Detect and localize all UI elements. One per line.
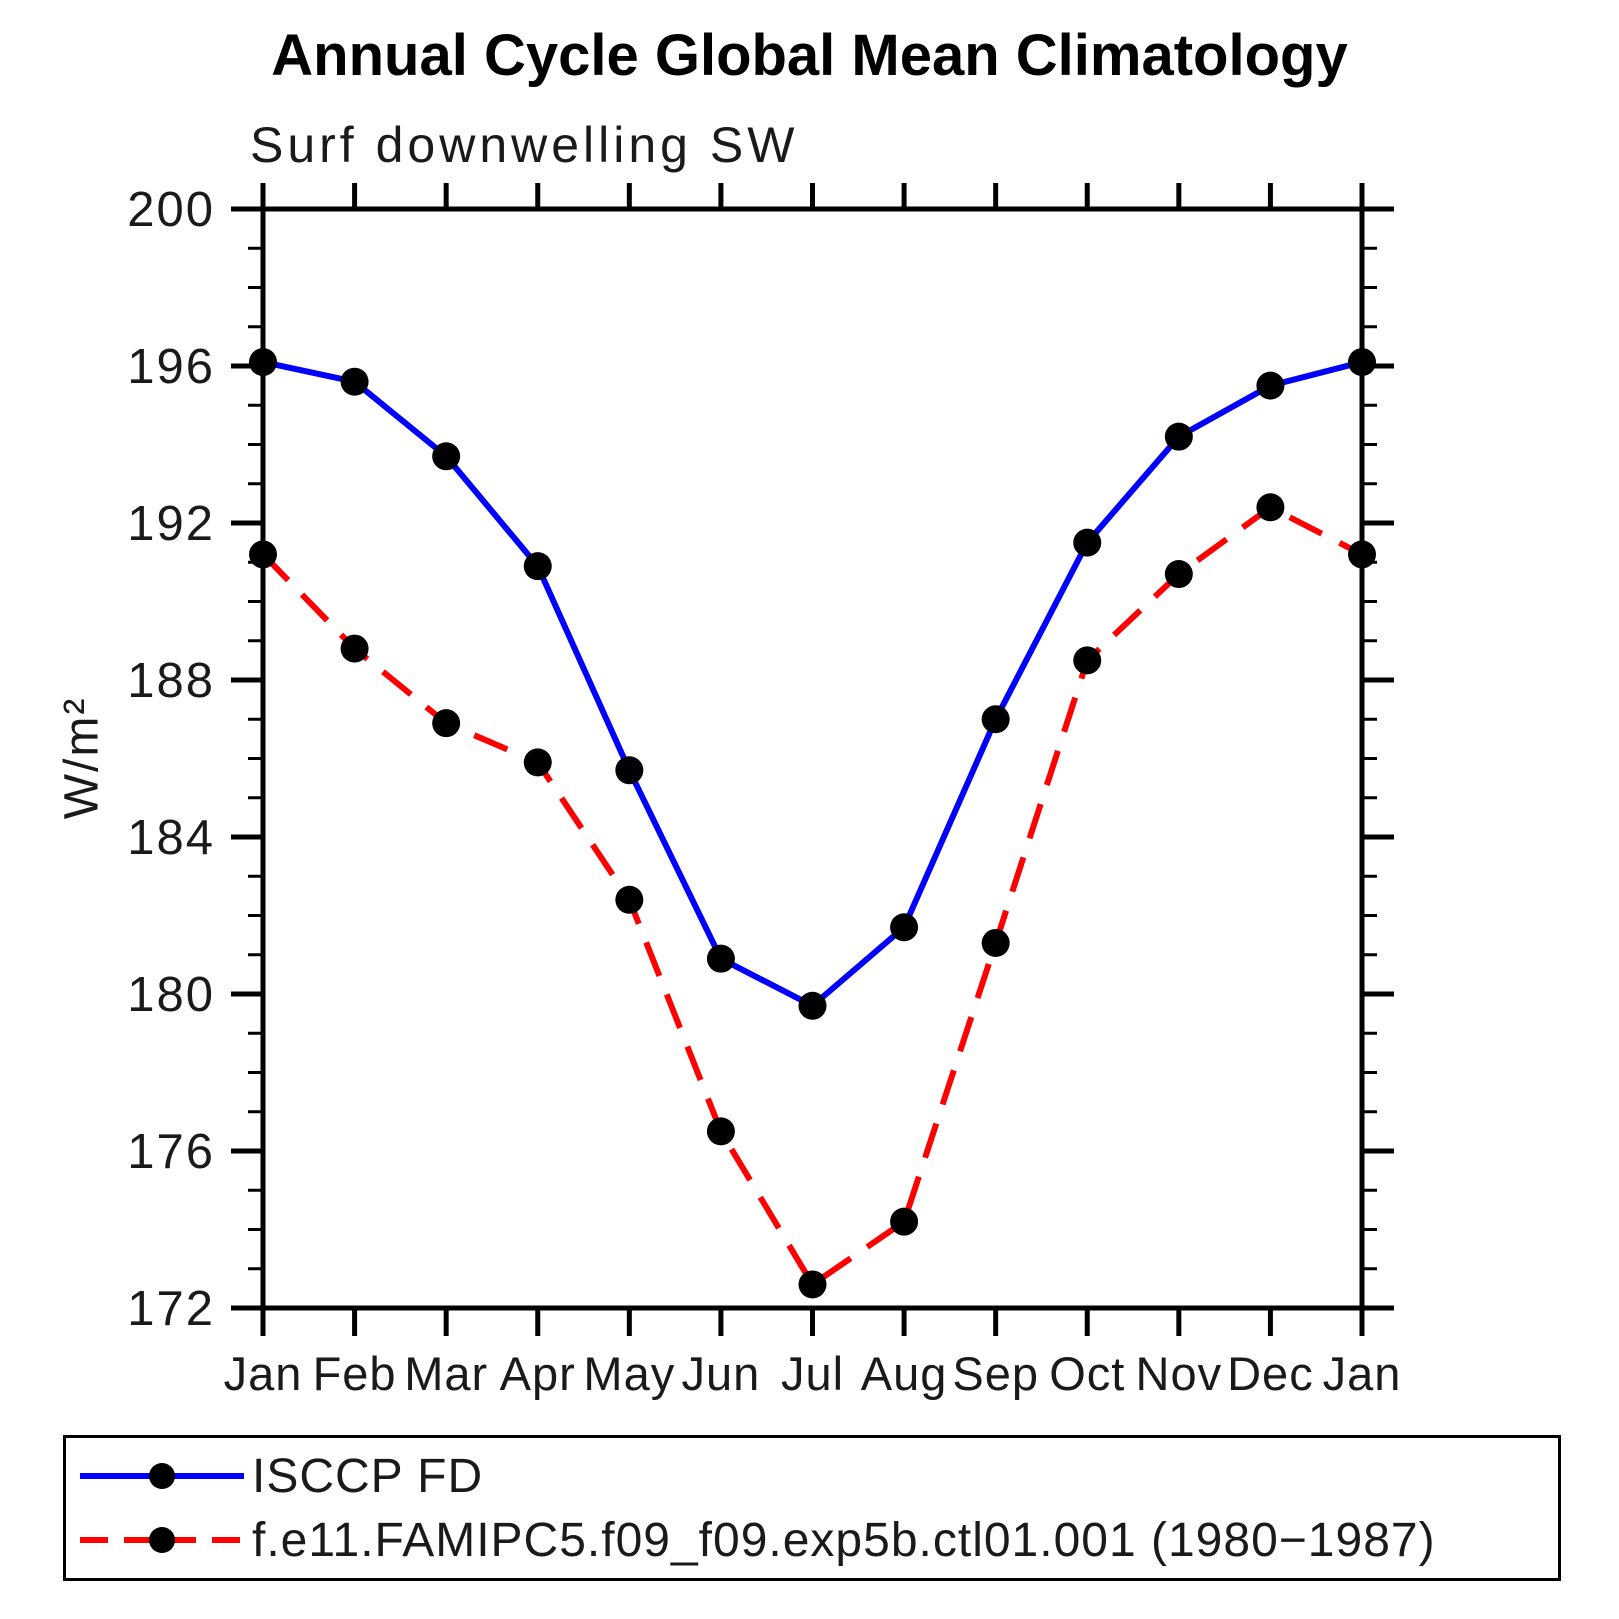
data-point: [523, 748, 552, 777]
x-tick-label: Apr: [500, 1347, 576, 1400]
y-tick-label: 184: [127, 811, 215, 865]
y-tick-label: 172: [127, 1282, 215, 1336]
data-point: [1256, 493, 1285, 522]
data-point: [523, 552, 552, 581]
series-line-1: [260, 504, 1364, 1288]
data-point: [432, 442, 461, 471]
data-point: [249, 540, 277, 569]
x-tick-label: Aug: [861, 1347, 948, 1400]
data-point: [890, 1207, 919, 1236]
x-tick-label: May: [583, 1347, 675, 1400]
data-point: [432, 709, 461, 738]
data-point: [1256, 371, 1285, 400]
x-tick-label: Dec: [1227, 1347, 1314, 1400]
legend-label-model: f.e11.FAMIPC5.f09_f09.exp5b.ctl01.001 (1…: [252, 1513, 1436, 1567]
plot-frame: [260, 206, 1365, 1311]
data-point: [615, 756, 644, 785]
data-point: [798, 1270, 827, 1299]
data-point: [1348, 348, 1376, 377]
series-line-0: [262, 359, 1363, 1009]
y-tick-label: 188: [127, 654, 215, 708]
data-point: [340, 367, 369, 396]
y-tick-label: 180: [127, 968, 215, 1022]
data-point: [981, 705, 1010, 734]
data-point: [798, 991, 827, 1020]
x-tick-label: Jan: [1323, 1347, 1402, 1400]
chart-title: Annual Cycle Global Mean Climatology: [271, 23, 1348, 88]
data-point: [1164, 422, 1193, 451]
legend-box: ISCCP FD f.e11.FAMIPC5.f09_f09.exp5b.ctl…: [63, 1435, 1561, 1581]
data-point: [1164, 560, 1193, 589]
data-point: [981, 928, 1010, 957]
legend-solid-line-sample: [80, 1463, 244, 1489]
data-point: [1073, 528, 1102, 557]
data-point: [340, 634, 369, 663]
data-point: [249, 348, 277, 377]
x-tick-label: Jun: [682, 1347, 761, 1400]
x-tick-label: Jul: [781, 1347, 844, 1400]
y-tick-label: 176: [127, 1125, 215, 1179]
legend-marker-dot: [149, 1527, 175, 1553]
legend-marker-dot: [149, 1463, 175, 1489]
legend-dashed-line-sample: [80, 1527, 244, 1553]
x-tick-label: Jan: [224, 1347, 303, 1400]
y-tick-label: 192: [127, 497, 215, 551]
y-tick-label: 196: [127, 340, 215, 394]
x-tick-label: Oct: [1049, 1347, 1125, 1400]
legend-item-observation: ISCCP FD: [66, 1449, 1558, 1503]
data-point: [1073, 646, 1102, 675]
legend-item-model: f.e11.FAMIPC5.f09_f09.exp5b.ctl01.001 (1…: [66, 1513, 1558, 1567]
x-tick-label: Feb: [313, 1347, 397, 1400]
data-point: [706, 944, 735, 973]
legend-label-observation: ISCCP FD: [252, 1449, 484, 1503]
data-point: [890, 913, 919, 942]
data-point: [706, 1117, 735, 1146]
x-tick-label: Mar: [404, 1347, 488, 1400]
y-tick-label: 200: [127, 183, 215, 237]
chart-subtitle: Surf downwelling SW: [250, 117, 799, 173]
x-tick-label: Nov: [1136, 1347, 1223, 1400]
x-tick-label: Sep: [952, 1347, 1039, 1400]
data-point: [1348, 540, 1376, 569]
data-point: [615, 885, 644, 914]
